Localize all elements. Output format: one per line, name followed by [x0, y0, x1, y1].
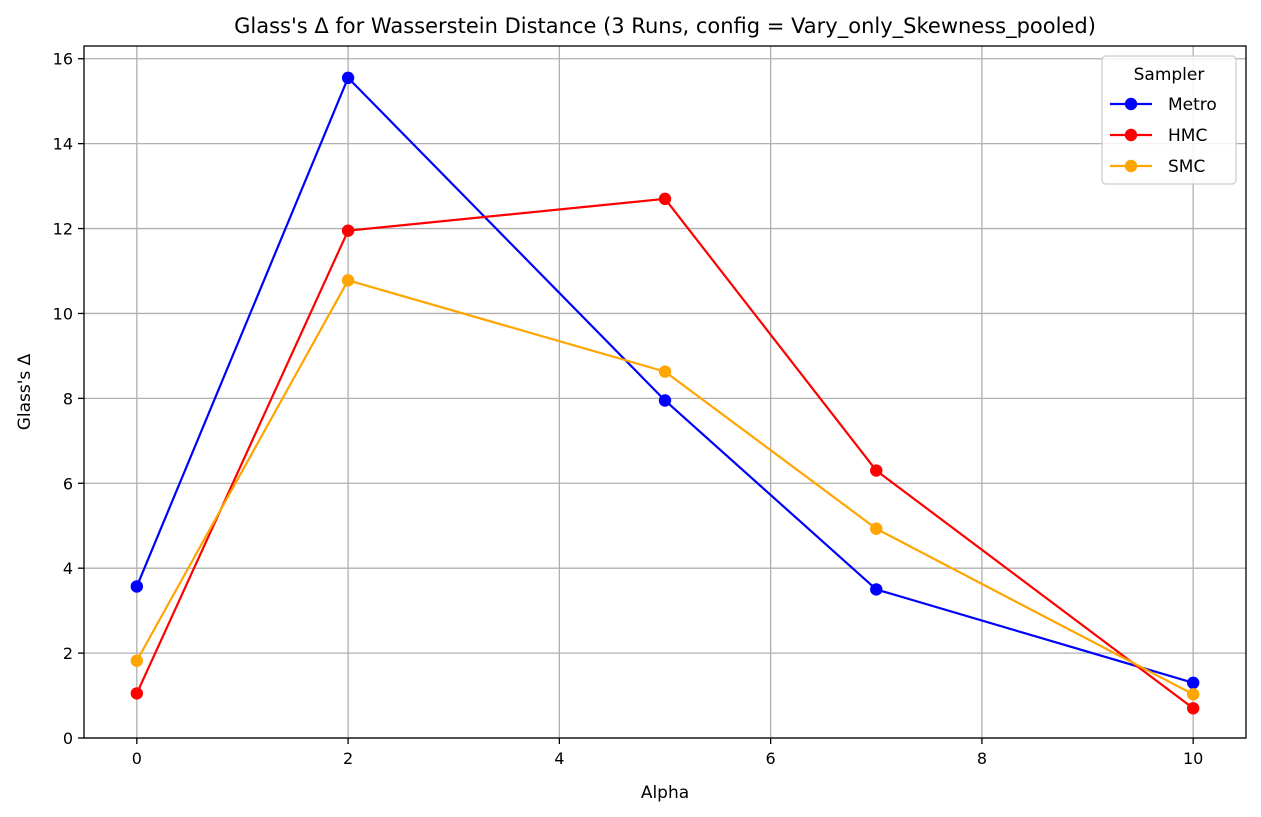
series-smc	[130, 274, 1200, 701]
y-tick-label: 14	[53, 135, 73, 154]
legend-marker-metro	[1124, 97, 1138, 111]
x-tick-label: 0	[132, 749, 142, 768]
legend-entry-smc: SMC	[1110, 157, 1205, 177]
y-axis-label: Glass's Δ	[15, 353, 35, 430]
x-tick-label: 8	[977, 749, 987, 768]
x-axis-label: Alpha	[641, 783, 689, 803]
data-point-smc	[870, 522, 883, 535]
x-tick-label: 2	[343, 749, 353, 768]
legend-label-hmc: HMC	[1168, 126, 1207, 146]
data-point-hmc	[870, 464, 883, 477]
legend-marker-smc	[1124, 159, 1138, 173]
series-metro	[130, 71, 1200, 690]
y-tick-label: 2	[63, 644, 73, 663]
data-point-metro	[130, 580, 144, 593]
legend-label-metro: Metro	[1168, 95, 1217, 115]
data-point-metro	[870, 583, 883, 596]
y-tick-label: 0	[63, 729, 73, 748]
plot-frame	[83, 45, 1247, 739]
data-point-smc	[1186, 688, 1200, 701]
y-tick-label: 12	[53, 220, 73, 239]
series-line-metro	[135, 76, 1194, 684]
data-point-hmc	[341, 224, 355, 237]
data-point-metro	[658, 394, 672, 407]
data-point-smc	[341, 274, 355, 287]
data-point-hmc	[658, 192, 672, 206]
x-tick-label: 6	[766, 749, 776, 768]
series-line-hmc	[135, 197, 1194, 710]
y-tick-label: 16	[53, 50, 73, 69]
data-point-smc	[658, 365, 672, 378]
x-tick-label: 10	[1183, 749, 1203, 768]
y-tick-label: 4	[63, 559, 73, 578]
data-point-hmc	[1186, 702, 1200, 715]
legend-entry-metro: Metro	[1110, 95, 1217, 115]
y-tick-label: 6	[63, 474, 73, 493]
legend-title: Sampler	[1134, 65, 1205, 85]
data-point-metro	[1186, 676, 1200, 690]
legend-entry-hmc: HMC	[1110, 126, 1207, 146]
legend-marker-hmc	[1124, 128, 1138, 142]
grid-layer	[84, 46, 1246, 739]
x-tick-label: 4	[554, 749, 564, 768]
chart-title: Glass's Δ for Wasserstein Distance (3 Ru…	[234, 14, 1096, 39]
y-tick-label: 8	[63, 389, 73, 408]
legend-label-smc: SMC	[1168, 157, 1205, 177]
data-point-hmc	[130, 687, 144, 700]
series-layer	[130, 71, 1200, 715]
series-hmc	[130, 192, 1200, 715]
data-point-smc	[130, 654, 144, 667]
data-point-metro	[341, 71, 355, 85]
legend: Sampler Metro HMC SMC	[1101, 55, 1237, 185]
ticks-layer: 0 2 4 6 8 10 0 2 4 6 8 10 12 14 16	[53, 50, 1204, 768]
y-tick-label: 10	[53, 304, 73, 323]
legend-entries: Metro HMC SMC	[1110, 95, 1217, 177]
legend-box	[1101, 55, 1237, 185]
series-line-smc	[135, 279, 1194, 696]
